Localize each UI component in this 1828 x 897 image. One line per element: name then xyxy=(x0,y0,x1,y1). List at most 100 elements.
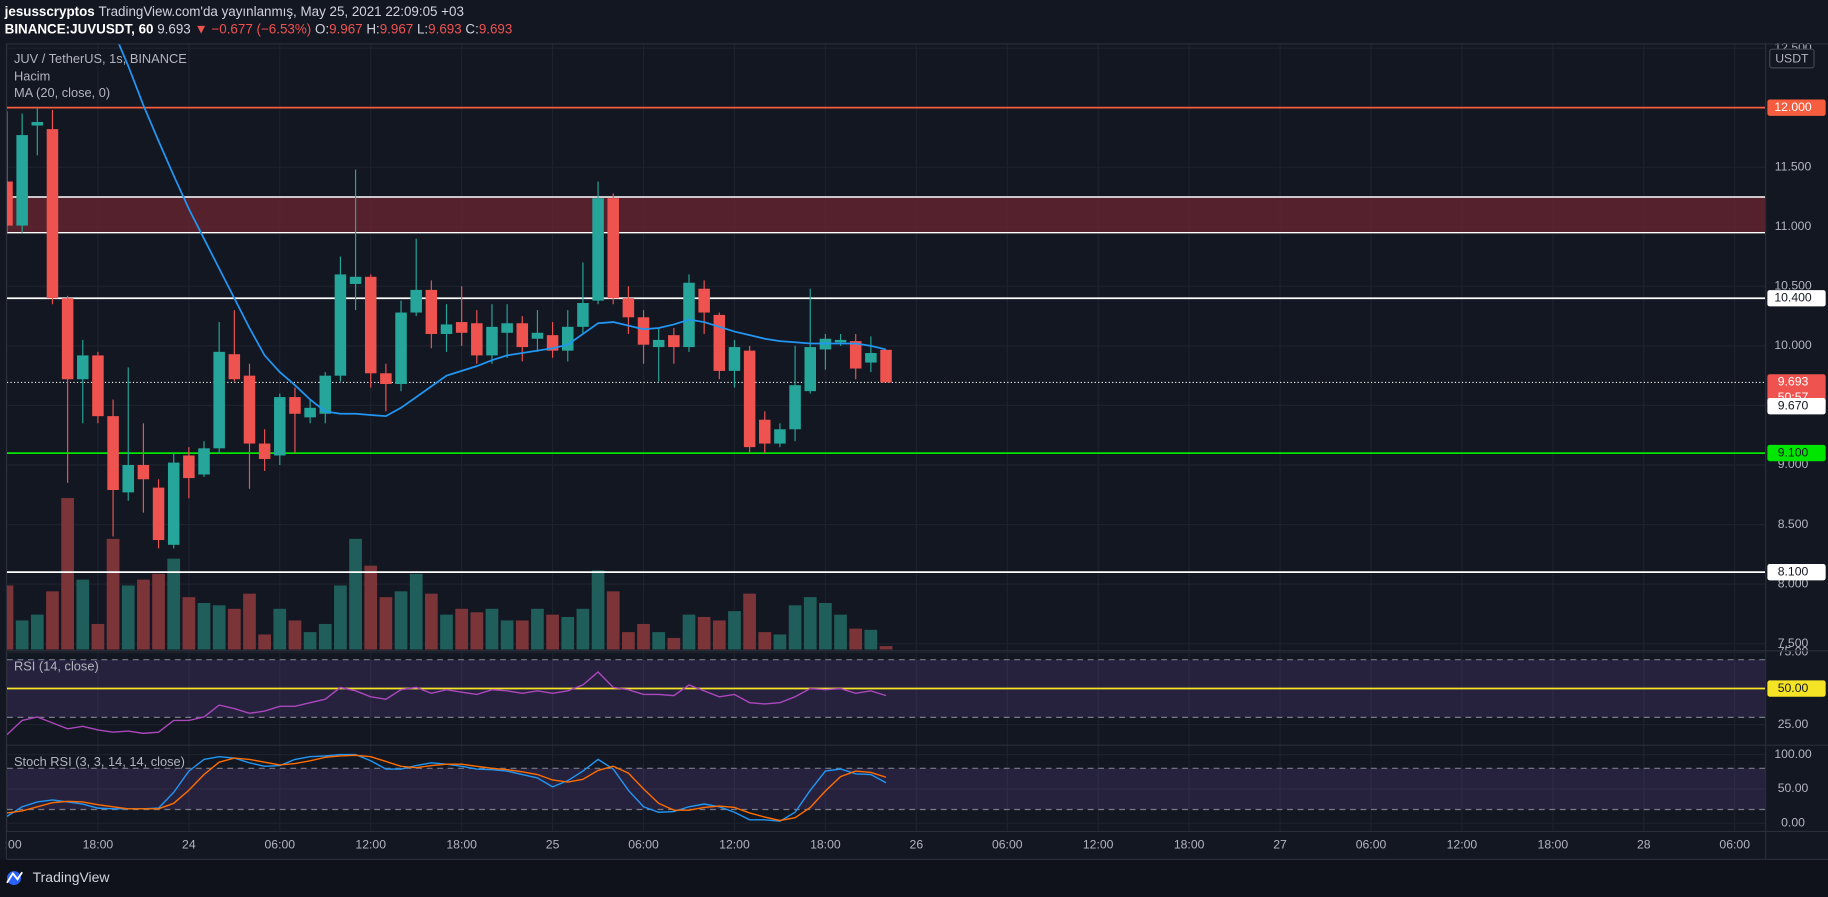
candle-body xyxy=(455,322,468,333)
candle-body xyxy=(410,289,422,313)
volume-bar xyxy=(318,623,332,650)
ohlc-value: 9.967 xyxy=(329,21,363,36)
last-price-label: 9.693 xyxy=(1778,375,1809,389)
candle-body xyxy=(622,298,635,318)
volume-bar xyxy=(303,632,317,650)
x-tick-label: 06:00 xyxy=(992,838,1023,852)
candle-body xyxy=(228,354,241,380)
candle-body xyxy=(92,355,104,417)
candle-body xyxy=(683,282,695,348)
y-tick-label: 7.500 xyxy=(1778,636,1809,650)
header-line-2: BINANCE:JUVUSDT, 60 9.693 ▼ −0.677 (−6.5… xyxy=(5,21,513,36)
candle-body xyxy=(440,324,453,334)
price-label-bg xyxy=(1767,398,1826,415)
candle-body xyxy=(774,429,786,444)
x-tick-label: 28 xyxy=(1637,838,1651,852)
volume-bar xyxy=(182,597,196,650)
volume-bar xyxy=(697,616,711,650)
candle-body xyxy=(668,335,680,348)
x-tick-label: 26 xyxy=(910,838,924,852)
candle-body xyxy=(425,289,438,334)
author: jesusscryptos xyxy=(4,3,95,18)
candle-body xyxy=(834,339,847,343)
volume-bar xyxy=(576,608,590,650)
candle-body xyxy=(167,462,180,545)
y-tick-label: 10.000 xyxy=(1774,338,1812,352)
volume-bar xyxy=(531,608,544,650)
candle-body xyxy=(652,339,665,348)
volume-bar xyxy=(152,573,165,650)
indicator-pane xyxy=(6,659,1766,736)
volume-bar xyxy=(834,614,847,650)
candle-body xyxy=(592,198,604,301)
volume-bar xyxy=(803,597,817,650)
ohlc-value: 9.693 xyxy=(428,21,462,36)
ohlc-key: C: xyxy=(465,21,478,36)
axes: :00 18:00 24 06:00 12:00 18:00 25 06:00 12:00 18:… xyxy=(5,40,1826,852)
x-tick-label: 24 xyxy=(182,838,196,852)
candle-body xyxy=(546,335,559,351)
ma-legend: MA (20, close, 0) xyxy=(14,85,110,100)
candle-body xyxy=(46,129,59,299)
volume-bar xyxy=(76,579,90,650)
candle-body xyxy=(107,416,119,491)
price-label: 8.100 xyxy=(1778,564,1809,578)
candle-body xyxy=(607,198,619,299)
band xyxy=(6,768,1766,810)
candle-body xyxy=(364,276,377,374)
price-label-bg xyxy=(1767,99,1826,116)
volume-bar xyxy=(606,591,620,650)
candle-body xyxy=(561,326,574,351)
volume-bar xyxy=(485,608,499,650)
volume-bar xyxy=(515,620,529,650)
x-tick-label: 18:00 xyxy=(446,838,477,852)
stoch-title: Stoch RSI (3, 3, 14, 14, close) xyxy=(14,754,185,769)
candle-body xyxy=(486,326,498,356)
volume-bar xyxy=(349,538,362,650)
y-tick-label: 11.500 xyxy=(1775,159,1812,173)
logo-mark xyxy=(6,871,23,884)
y-tick-label: 25.00 xyxy=(1778,717,1809,731)
y-tick-label: 50.00 xyxy=(1778,781,1809,795)
volume-bar xyxy=(819,602,832,650)
ohlc-key: L: xyxy=(417,21,428,36)
candle-body xyxy=(6,181,13,226)
volume-bar xyxy=(773,634,787,650)
volume-bar xyxy=(743,593,756,650)
x-tick-label: 12:00 xyxy=(355,838,386,852)
candle-body xyxy=(849,341,862,369)
x-tick-label: 18:00 xyxy=(83,838,114,852)
x-tick-label: 18:00 xyxy=(1174,838,1205,852)
volume-bar xyxy=(637,623,650,650)
change: ▼ −0.677 (−6.53%) xyxy=(194,21,311,36)
volume-bar xyxy=(712,620,726,650)
volume-bar xyxy=(46,591,59,650)
volume-bar xyxy=(91,623,105,650)
x-tick-label: 27 xyxy=(1273,838,1287,852)
candle-body xyxy=(198,448,210,475)
header-line-1: jesusscryptos TradingView.com'da yayınla… xyxy=(4,3,464,18)
candle-body xyxy=(243,375,256,444)
candle-body xyxy=(16,135,28,226)
price-label-bg xyxy=(1767,564,1826,581)
volume-bar xyxy=(758,632,772,650)
volume-bar xyxy=(682,614,696,650)
series-line xyxy=(118,44,887,418)
candle-body xyxy=(516,323,529,348)
y-tick-label: 75.00 xyxy=(1778,645,1809,659)
volume-bar xyxy=(455,608,469,650)
grid xyxy=(6,44,1766,832)
price-label: 10.400 xyxy=(1774,290,1812,304)
volume-bar xyxy=(667,637,681,650)
candle-body xyxy=(274,397,286,456)
ohlc-key: H: xyxy=(366,21,379,36)
candle-body xyxy=(31,121,44,126)
volume-bar xyxy=(879,646,893,650)
candle-body xyxy=(789,385,801,430)
candle-body xyxy=(334,274,347,376)
volume-bar xyxy=(591,570,605,650)
volume-bar xyxy=(212,605,226,650)
last-price: 9.693 xyxy=(157,21,191,36)
